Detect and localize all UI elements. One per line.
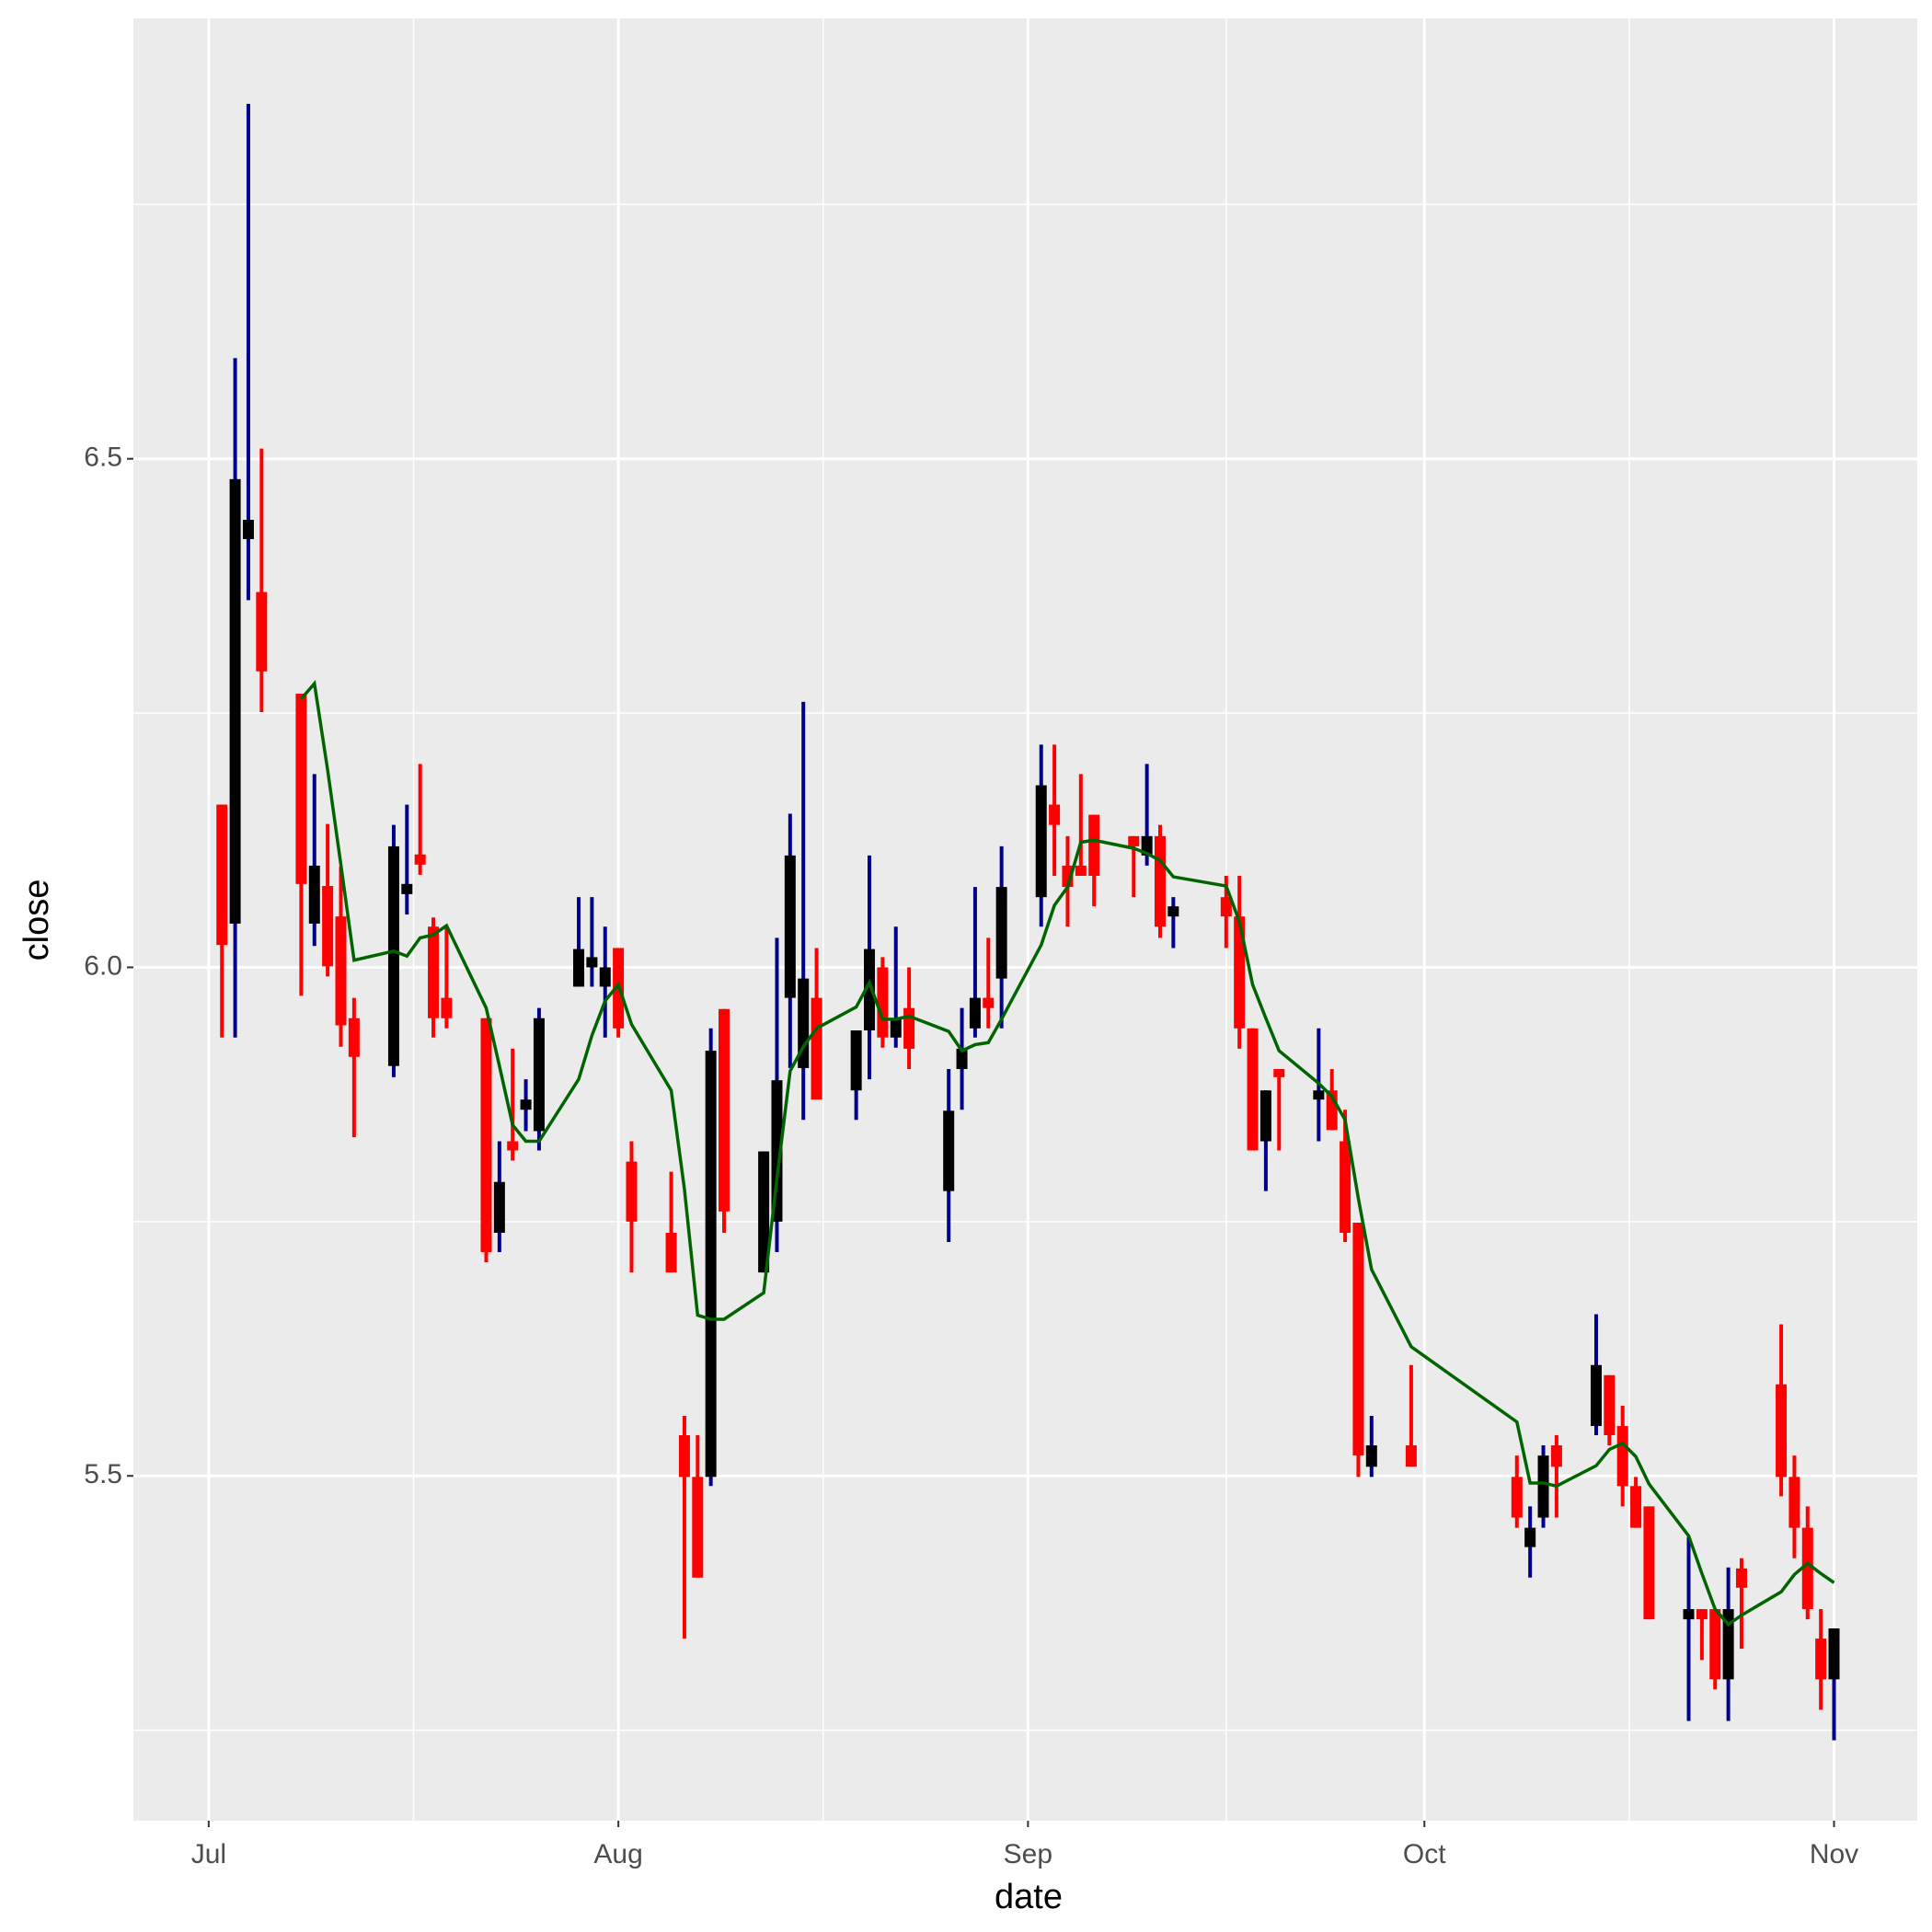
candle-body [599,967,611,987]
candle-body [771,1080,783,1222]
candle-body [719,1008,730,1212]
candle-body [1643,1506,1655,1620]
x-tick-label: Nov [1810,1839,1858,1869]
candle-body [322,886,334,967]
candle-body [983,997,995,1008]
candle-body [1167,906,1179,917]
candle-body [348,1018,360,1057]
y-tick-label: 6.5 [84,443,122,473]
candle-body [1735,1568,1747,1588]
candle-body [1801,1527,1813,1610]
candle-body [1234,916,1246,1029]
candle-body [1788,1477,1800,1528]
moving-average-line [300,680,1835,1627]
candle-body [1035,785,1047,898]
candle-body [1537,1455,1549,1518]
candle-body [242,520,254,540]
candle-body [1049,804,1061,825]
candle-body [626,1161,638,1222]
candle-body [758,1151,770,1273]
x-tick-label: Sep [1004,1839,1052,1869]
x-axis-title: date [995,1878,1063,1916]
candle-body [1155,835,1167,927]
candle-body [1696,1609,1708,1620]
candle-body [441,997,453,1018]
candle-body [308,865,320,924]
candle-body [414,854,426,865]
candle-body [1709,1609,1721,1680]
candle-body [256,592,268,672]
candle-body [428,926,440,1018]
candle-body [1313,1090,1325,1100]
candle-body [1141,835,1153,856]
plot-panel [133,18,1917,1821]
candle-body [1273,1069,1285,1077]
candle-body [1815,1639,1827,1680]
candle-body [1776,1384,1788,1478]
candle-body [335,916,347,1026]
y-axis-title: close [17,880,56,961]
candle-body [811,997,822,1100]
candle-body [493,1181,505,1234]
candle-body [705,1051,717,1478]
candle-body [480,1018,492,1253]
candle-body [798,978,810,1068]
candle-body [295,694,307,884]
candle-body [1259,1090,1271,1142]
candle-body [678,1435,690,1478]
candle-body [850,1030,862,1091]
candle-body [1550,1445,1562,1467]
candle-body [890,1018,902,1038]
candle-body [1722,1609,1734,1680]
candle-body [943,1110,955,1191]
candle-body [1247,1028,1259,1151]
candle-body [1616,1426,1628,1487]
candle-body [401,883,413,894]
candle-body [864,949,876,1031]
candle-body [1340,1141,1351,1234]
candle-body [956,1048,968,1070]
candle-body [995,887,1007,979]
candle-body [1128,835,1140,846]
candle-body [1604,1374,1616,1436]
candle-body [1352,1222,1364,1456]
candle-body [877,967,889,1038]
x-tick-label: Aug [593,1839,642,1869]
candle-body [229,478,241,924]
candle-body [507,1141,519,1151]
candle-body [903,1007,915,1049]
candle-body [692,1477,704,1578]
candle-body [216,804,228,946]
candle-body [1524,1527,1536,1547]
y-tick-label: 5.5 [84,1459,122,1489]
candle-body [573,949,585,987]
x-tick-label: Jul [191,1839,226,1869]
candle-body [784,855,796,998]
y-tick-label: 6.0 [84,950,122,981]
candle-body [1088,814,1100,876]
candle-body [969,997,981,1029]
candle-body [1828,1628,1840,1680]
candle-body [1511,1477,1523,1518]
candle-body [1365,1445,1377,1467]
candle-body [1405,1445,1417,1467]
candle-body [1590,1364,1602,1427]
candle-body [586,957,598,968]
candle-body [387,845,399,1066]
candle-body [1683,1609,1695,1620]
x-tick-label: Oct [1403,1839,1446,1869]
candle-body [665,1233,677,1273]
candle-body [1220,897,1232,917]
candle-body [1075,865,1087,876]
candle-body [1630,1486,1642,1528]
candle-body [520,1099,532,1110]
candle-body [533,1018,545,1132]
